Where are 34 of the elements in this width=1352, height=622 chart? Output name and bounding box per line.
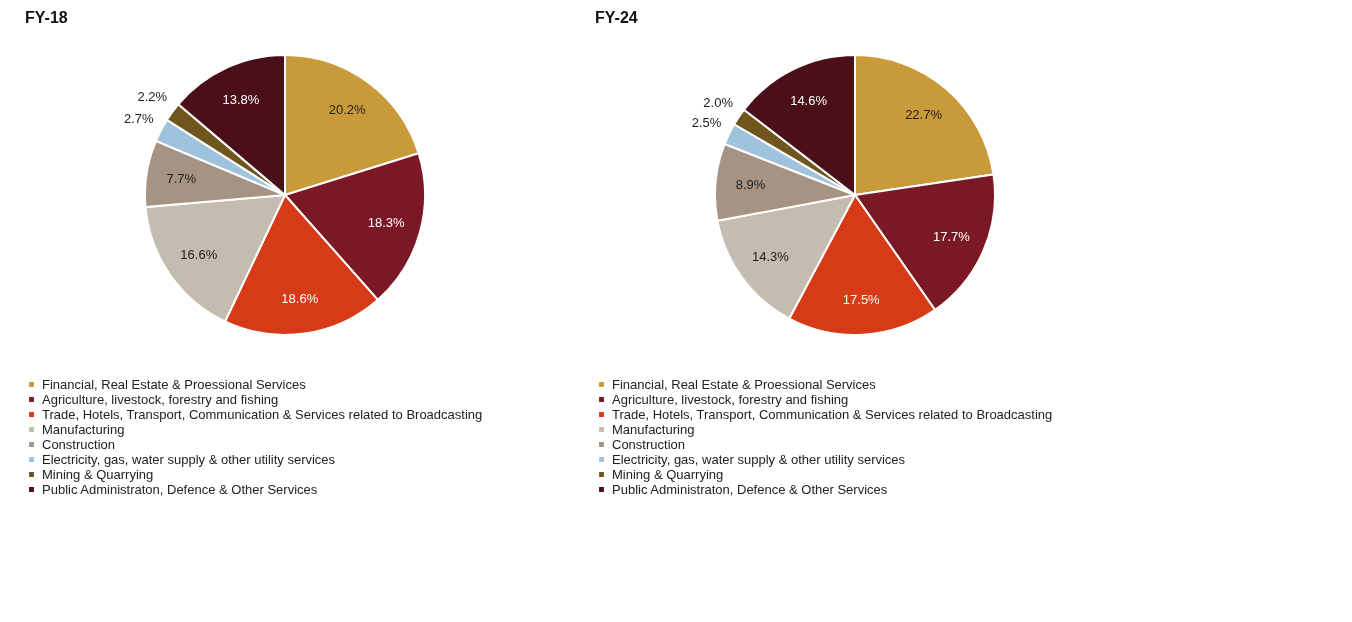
data-label: 8.9% (735, 177, 766, 193)
data-label: 2.2% (137, 89, 168, 105)
data-label: 14.3% (751, 249, 790, 265)
data-label: 18.3% (367, 215, 406, 231)
legend-label: Public Administraton, Defence & Other Services (42, 481, 318, 497)
legend-label: Manufacturing (612, 421, 695, 437)
chart-title: FY-18 (25, 9, 68, 26)
legend-label: Trade, Hotels, Transport, Communication & Services related to Broadcasting (42, 406, 483, 422)
legend-label: Construction (612, 436, 685, 452)
data-label: 2.0% (703, 94, 734, 110)
legend-label: Construction (42, 436, 115, 452)
legend-label: Mining & Quarrying (612, 466, 724, 482)
data-label: 13.8% (222, 91, 260, 107)
legend-label: Mining & Quarrying (42, 466, 154, 482)
legend-label: Agriculture, livestock, forestry and fishing (612, 391, 849, 407)
data-label: 17.5% (842, 291, 881, 307)
legend-label: Financial, Real Estate & Proessional Services (42, 376, 307, 392)
data-label: 22.7% (905, 107, 943, 123)
data-label: 7.7% (166, 170, 197, 186)
legend-label: Manufacturing (42, 421, 125, 437)
legend-label: Electricity, gas, water supply & other utility services (42, 451, 336, 467)
data-label: 2.7% (123, 110, 155, 126)
legend-label: Agriculture, livestock, forestry and fishing (42, 391, 279, 407)
chart-title: FY-24 (595, 9, 638, 26)
legend-label: Trade, Hotels, Transport, Communication & Services related to Broadcasting (612, 406, 1053, 422)
legend-label: Financial, Real Estate & Proessional Services (612, 376, 877, 392)
data-label: 17.7% (932, 228, 971, 244)
data-label: 20.2% (328, 102, 367, 118)
data-label: 14.6% (790, 92, 828, 108)
legend-label: Electricity, gas, water supply & other utility services (612, 451, 906, 467)
data-label: 16.6% (180, 246, 218, 262)
data-label: 18.6% (281, 290, 319, 306)
legend-label: Public Administraton, Defence & Other Services (612, 481, 888, 497)
data-label: 2.5% (691, 115, 722, 131)
